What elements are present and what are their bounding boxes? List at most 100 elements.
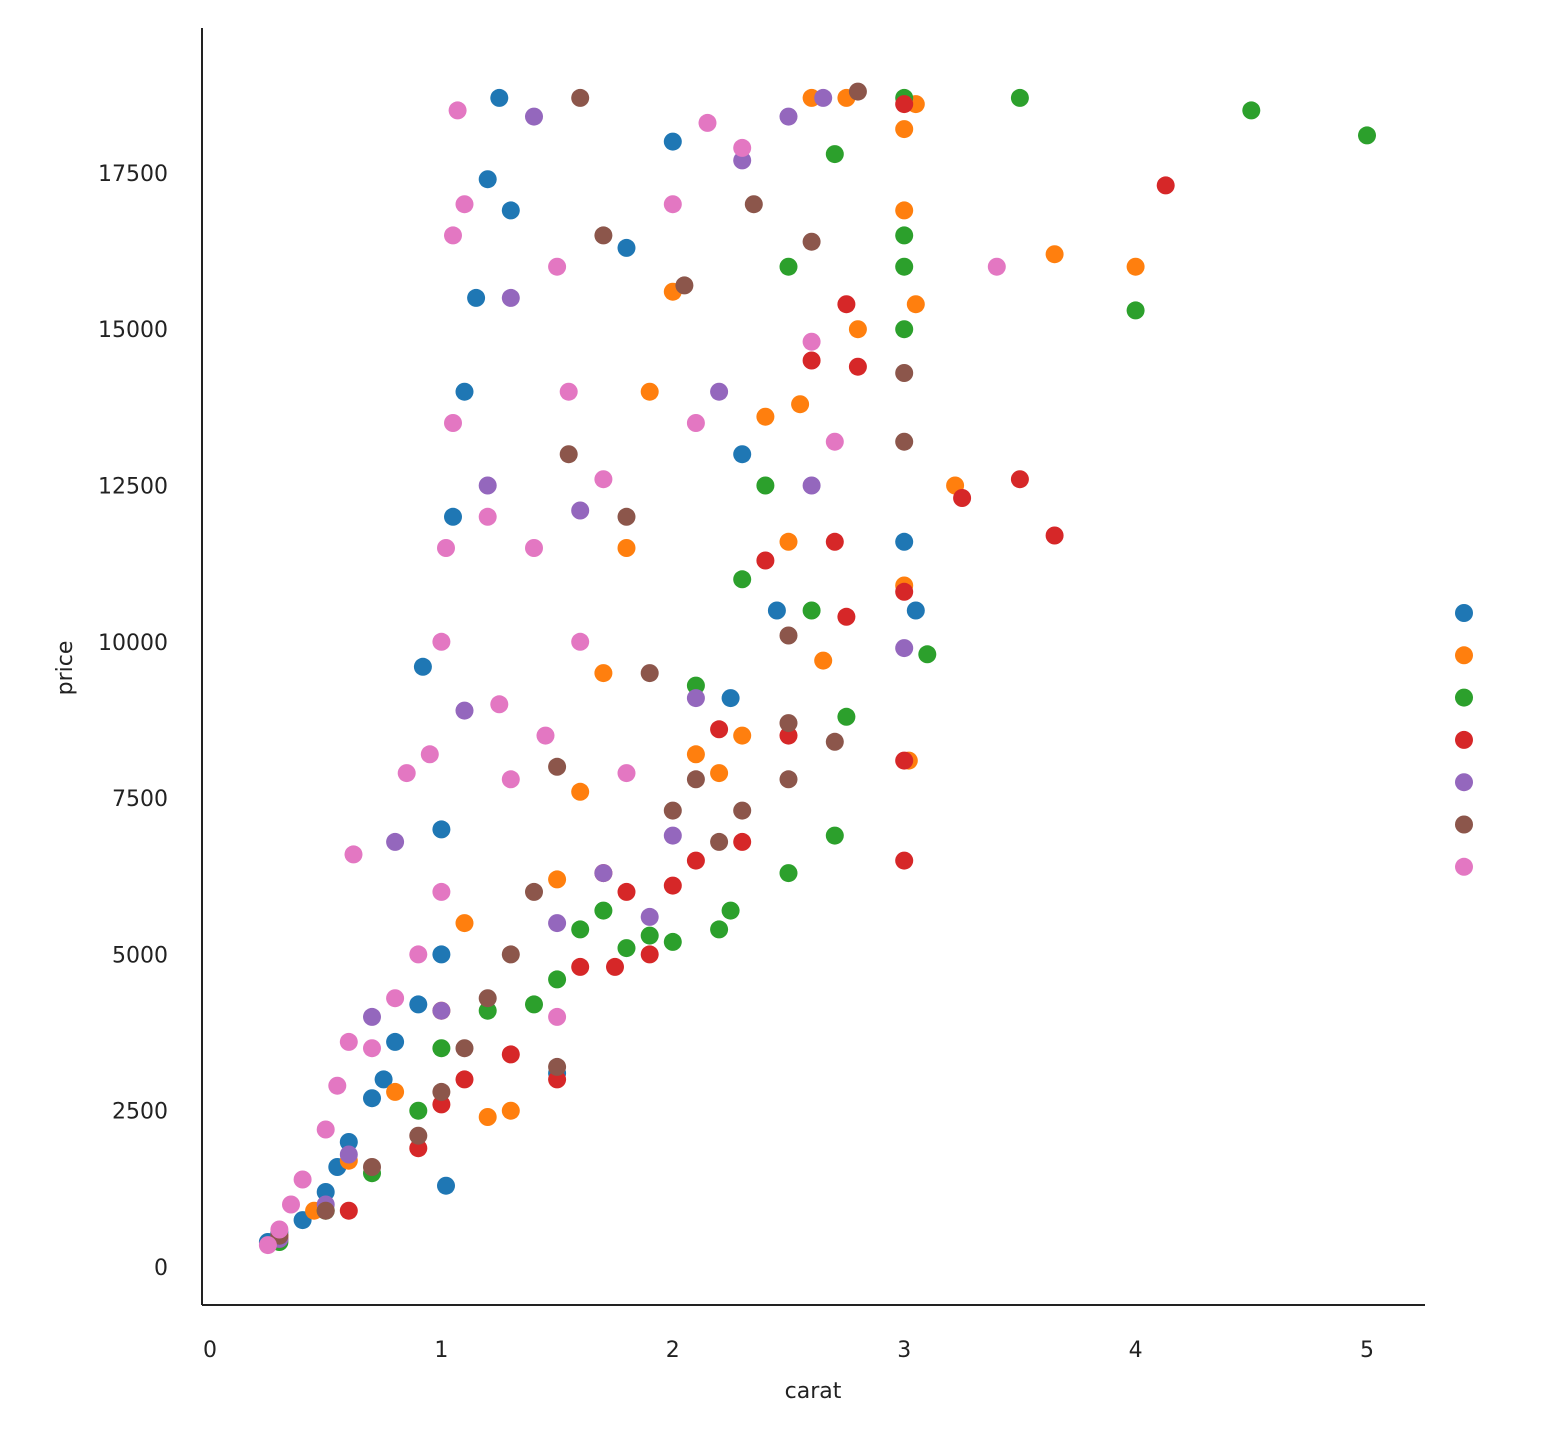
data-point [953,489,972,507]
legend-marker [1455,857,1473,876]
data-point [363,1158,381,1176]
data-point [478,170,497,189]
data-point [386,989,405,1008]
data-point [733,832,752,851]
data-point [895,226,914,245]
data-point [444,507,462,526]
data-point [779,107,798,126]
data-point [363,1039,381,1058]
x-tick-label: 0 [203,1338,217,1363]
data-point [663,876,682,895]
data-point [420,745,439,764]
x-tick-labels: 0 1 2 3 4 5 [203,1338,1374,1363]
data-point [594,226,613,245]
data-point [686,745,705,764]
x-tick-label: 5 [1360,1338,1374,1363]
data-point [1010,470,1029,489]
y-tick-label: 15000 [98,318,168,343]
data-point [594,664,613,683]
data-point [432,945,451,964]
data-point [316,1201,335,1220]
data-point [617,507,636,526]
data-point [501,945,520,964]
data-point [848,82,867,101]
data-point [386,1082,405,1101]
data-point [501,1101,520,1120]
data-point [663,801,682,820]
data-point [802,476,821,495]
data-point [918,645,937,664]
data-point [895,582,914,601]
data-point [767,601,786,620]
data-point [1010,88,1029,107]
data-point [501,1045,520,1064]
data-point [733,726,752,745]
data-point [825,145,844,164]
data-point [1358,126,1376,145]
data-point [710,920,729,939]
data-point [548,257,567,276]
data-point [791,395,810,414]
data-point [525,107,543,126]
data-point [548,1070,567,1089]
data-point [316,1120,335,1139]
data-point [756,407,775,426]
data-point [548,914,567,933]
data-point [733,801,752,820]
data-point [733,445,752,464]
data-point [293,1170,312,1189]
data-point [837,707,856,726]
y-tick-label: 0 [154,1256,168,1281]
data-point [686,689,705,708]
y-tick-label: 5000 [112,943,168,968]
data-point [756,551,775,570]
data-point [478,1108,497,1126]
data-point [478,1001,497,1020]
data-point [455,195,474,214]
data-point [733,138,752,157]
data-point [895,639,914,658]
data-point [779,714,798,733]
data-point [571,920,590,939]
data-point [895,257,914,276]
data-point [409,1126,428,1145]
data-point [640,945,659,964]
data-point [779,532,798,551]
data-point [594,901,613,920]
x-axis-label: carat [785,1379,842,1404]
legend-marker [1455,646,1473,665]
data-point [779,770,798,789]
data-point [698,113,717,132]
data-point [779,864,798,883]
data-point [895,532,914,551]
data-point [895,751,914,770]
data-point [895,432,914,451]
data-point [548,970,567,989]
data-point [525,882,543,901]
data-point [837,295,856,314]
data-point [432,1039,451,1058]
data-point [825,826,844,845]
data-point [432,1082,451,1101]
x-tick-label: 2 [666,1338,680,1363]
data-point [455,1039,474,1058]
data-point [640,382,659,401]
data-point [409,945,428,964]
y-tick-label: 7500 [112,787,168,812]
data-point [467,288,486,307]
data-point [478,507,497,526]
data-point [779,726,798,745]
data-point [455,914,474,933]
data-point [837,607,856,626]
data-point [617,238,636,257]
data-point [663,195,682,214]
data-point [478,476,497,495]
data-point [710,764,729,783]
data-point [413,657,432,676]
data-point [594,864,613,883]
data-point [895,201,914,220]
data-point [409,1101,428,1120]
y-tick-label: 12500 [98,475,168,500]
x-tick-label: 1 [434,1338,448,1363]
data-point [432,1001,451,1020]
